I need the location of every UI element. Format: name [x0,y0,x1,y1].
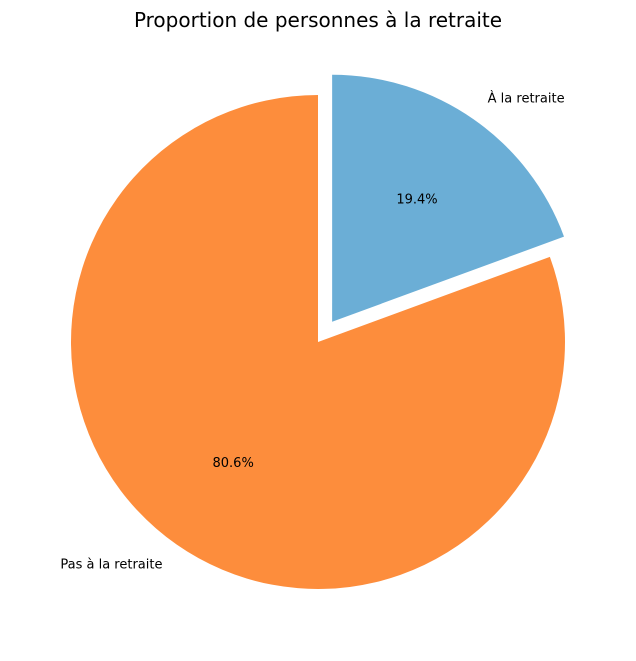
slice-label-retired: À la retraite [488,90,565,106]
pct-label-not-retired: 80.6% [213,456,254,471]
pie-slice-not-retired [70,95,566,589]
pie-slice-retired [332,74,565,322]
pct-label-retired: 19.4% [396,193,437,208]
slice-not-retired: Pas à la retraite 80.6% [60,95,566,589]
slice-label-not-retired: Pas à la retraite [60,557,162,572]
chart-title: Proportion de personnes à la retraite [134,8,502,32]
slice-retired: À la retraite 19.4% [332,74,565,322]
